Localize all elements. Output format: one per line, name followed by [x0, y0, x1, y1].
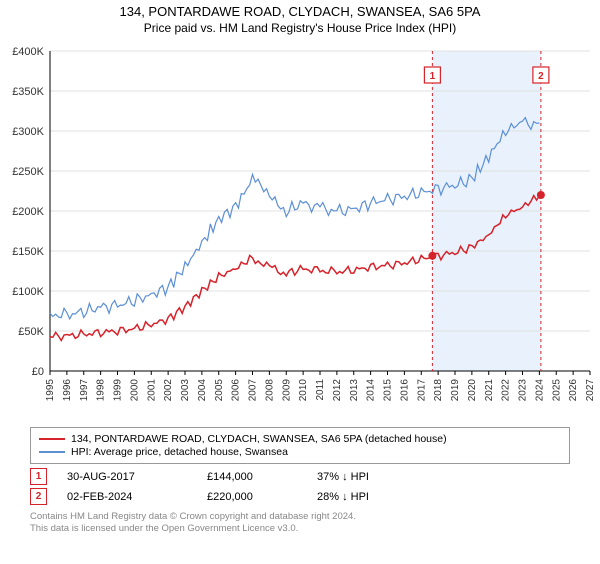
transaction-date: 30-AUG-2017 — [67, 471, 187, 483]
transactions-table: 1 30-AUG-2017 £144,000 37% ↓ HPI 2 02-FE… — [30, 468, 570, 505]
svg-text:2001: 2001 — [146, 379, 157, 402]
svg-text:£400K: £400K — [12, 46, 44, 58]
svg-text:2022: 2022 — [501, 379, 512, 402]
svg-text:2006: 2006 — [231, 379, 242, 402]
svg-text:2003: 2003 — [180, 379, 191, 402]
svg-text:2009: 2009 — [281, 379, 292, 402]
transaction-date: 02-FEB-2024 — [67, 491, 187, 503]
svg-text:2026: 2026 — [568, 379, 579, 402]
transaction-price: £144,000 — [207, 471, 297, 483]
transaction-price: £220,000 — [207, 491, 297, 503]
legend-label: HPI: Average price, detached house, Swan… — [71, 446, 288, 458]
chart-title: 134, PONTARDAWE ROAD, CLYDACH, SWANSEA, … — [0, 4, 600, 19]
svg-text:2025: 2025 — [551, 379, 562, 402]
svg-text:1997: 1997 — [79, 379, 90, 402]
svg-text:2013: 2013 — [349, 379, 360, 402]
svg-text:2004: 2004 — [197, 379, 208, 402]
chart-subtitle: Price paid vs. HM Land Registry's House … — [0, 21, 600, 35]
svg-text:2023: 2023 — [518, 379, 529, 402]
svg-text:£150K: £150K — [12, 246, 44, 258]
footer-line: Contains HM Land Registry data © Crown c… — [30, 511, 570, 523]
footer: Contains HM Land Registry data © Crown c… — [30, 511, 570, 536]
svg-text:1: 1 — [430, 71, 436, 82]
legend-swatch — [39, 438, 65, 440]
chart-area: £0 £50K £100K £150K £200K £250K £300K £350K £400… — [0, 41, 600, 421]
svg-text:2027: 2027 — [585, 379, 596, 402]
marker-badge: 2 — [30, 488, 47, 505]
chart-container: 134, PONTARDAWE ROAD, CLYDACH, SWANSEA, … — [0, 4, 600, 564]
svg-text:2012: 2012 — [332, 379, 343, 402]
marker-badge: 1 — [30, 468, 47, 485]
table-row: 1 30-AUG-2017 £144,000 37% ↓ HPI — [30, 468, 570, 485]
svg-text:2020: 2020 — [467, 379, 478, 402]
footer-line: This data is licensed under the Open Gov… — [30, 523, 570, 535]
legend-label: 134, PONTARDAWE ROAD, CLYDACH, SWANSEA, … — [71, 433, 447, 445]
legend-swatch — [39, 451, 65, 453]
svg-text:2021: 2021 — [484, 379, 495, 402]
svg-text:£350K: £350K — [12, 86, 44, 98]
svg-text:2002: 2002 — [163, 379, 174, 402]
svg-text:2014: 2014 — [366, 379, 377, 402]
svg-text:£250K: £250K — [12, 166, 44, 178]
transaction-pct: 37% ↓ HPI — [317, 471, 407, 483]
svg-text:£100K: £100K — [12, 286, 44, 298]
svg-text:2000: 2000 — [129, 379, 140, 402]
svg-text:£200K: £200K — [12, 206, 44, 218]
svg-text:1998: 1998 — [96, 379, 107, 402]
svg-text:2017: 2017 — [416, 379, 427, 402]
legend-item: 134, PONTARDAWE ROAD, CLYDACH, SWANSEA, … — [39, 433, 561, 445]
svg-text:2016: 2016 — [399, 379, 410, 402]
legend-item: HPI: Average price, detached house, Swan… — [39, 446, 561, 458]
svg-text:1995: 1995 — [45, 379, 56, 402]
line-chart-svg: £0 £50K £100K £150K £200K £250K £300K £350K £400… — [0, 41, 600, 421]
svg-text:2005: 2005 — [214, 379, 225, 402]
svg-text:£0: £0 — [32, 366, 44, 378]
legend: 134, PONTARDAWE ROAD, CLYDACH, SWANSEA, … — [30, 427, 570, 464]
svg-text:2010: 2010 — [298, 379, 309, 402]
svg-text:£300K: £300K — [12, 126, 44, 138]
table-row: 2 02-FEB-2024 £220,000 28% ↓ HPI — [30, 488, 570, 505]
svg-text:2015: 2015 — [383, 379, 394, 402]
svg-text:2007: 2007 — [248, 379, 259, 402]
svg-text:2011: 2011 — [315, 379, 326, 401]
svg-text:2008: 2008 — [264, 379, 275, 402]
transaction-pct: 28% ↓ HPI — [317, 491, 407, 503]
svg-text:£50K: £50K — [18, 326, 44, 338]
svg-text:1999: 1999 — [113, 379, 124, 402]
svg-text:2018: 2018 — [433, 379, 444, 402]
svg-text:2024: 2024 — [534, 379, 545, 402]
svg-text:2019: 2019 — [450, 379, 461, 402]
svg-text:1996: 1996 — [62, 379, 73, 402]
svg-text:2: 2 — [538, 71, 544, 82]
